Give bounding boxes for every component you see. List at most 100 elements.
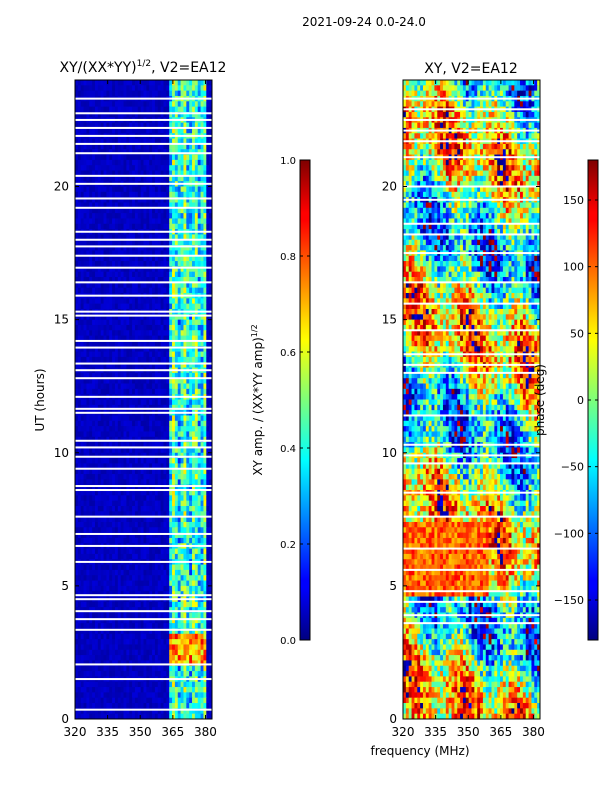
heat-cell (132, 298, 136, 305)
heat-cell (197, 261, 202, 267)
heat-cell (183, 287, 187, 294)
heat-cell (120, 612, 125, 619)
heat-cell (146, 623, 150, 630)
heat-cell (172, 447, 176, 454)
heat-cell (192, 335, 196, 342)
heat-cell (80, 495, 85, 502)
heat-cell (97, 442, 102, 449)
heat-cell (206, 250, 210, 257)
heat-cell (132, 197, 136, 204)
heat-cell (89, 447, 93, 454)
heat-cell (106, 106, 110, 113)
heat-cell (123, 521, 127, 528)
heat-cell (152, 420, 156, 427)
heat-cell (77, 271, 82, 278)
heat-cell (103, 330, 107, 337)
heat-cell (94, 159, 99, 166)
heat-cell (83, 213, 88, 220)
heat-cell (200, 245, 205, 251)
heat-cell (183, 484, 187, 491)
heat-cell (183, 340, 187, 347)
heat-cell (137, 330, 142, 337)
heat-cell (114, 282, 119, 289)
heat-cell (177, 463, 182, 470)
heat-cell (172, 277, 176, 283)
heat-cell (129, 516, 133, 523)
heat-cell (174, 532, 179, 539)
heat-cell (200, 303, 205, 310)
heat-cell (92, 346, 96, 353)
heat-cell (197, 458, 202, 464)
heat-cell (203, 149, 207, 156)
heat-cell (157, 234, 162, 241)
heat-cell (146, 564, 150, 571)
heat-cell (209, 197, 212, 204)
heat-cell (140, 521, 145, 528)
heat-cell (103, 378, 107, 385)
heat-cell (149, 213, 153, 220)
heat-cell (143, 607, 147, 614)
heat-cell (189, 149, 193, 156)
heat-cell (94, 80, 99, 86)
heat-cell (157, 569, 162, 576)
heat-cell (106, 234, 110, 241)
heat-cell (103, 175, 107, 182)
heat-cell (192, 372, 196, 379)
heat-cell (180, 362, 185, 369)
heat-cell (197, 175, 202, 182)
heat-cell (172, 463, 176, 470)
heat-cell (100, 255, 105, 262)
heat-cell (134, 537, 139, 544)
heat-cell (75, 346, 79, 353)
heat-cell (189, 623, 193, 630)
heat-cell (200, 277, 205, 283)
heat-cell (97, 255, 102, 262)
heat-cell (114, 527, 119, 534)
heat-cell (92, 607, 96, 614)
heat-cell (160, 127, 165, 134)
heat-cell (94, 127, 99, 134)
heat-cell (183, 197, 187, 204)
heat-cell (75, 511, 79, 518)
heat-cell (80, 580, 85, 587)
heat-cell (123, 537, 127, 544)
heat-cell (83, 420, 88, 427)
heat-cell (112, 511, 116, 518)
heat-cell (109, 426, 113, 433)
heat-cell (203, 521, 207, 528)
heat-cell (189, 452, 193, 459)
heat-cell (163, 303, 167, 310)
heat-cell (166, 553, 170, 560)
heat-cell (200, 420, 205, 427)
heat-cell (200, 346, 205, 353)
heat-cell (103, 569, 107, 576)
heat-cell (146, 388, 150, 395)
heat-cell (77, 154, 82, 161)
heat-cell (106, 404, 110, 411)
heat-cell (106, 287, 110, 294)
heat-cell (160, 85, 165, 92)
heat-cell (114, 127, 119, 134)
heat-cell (103, 80, 107, 86)
heat-cell (186, 580, 190, 587)
heat-cell (80, 346, 85, 353)
heat-cell (94, 266, 99, 273)
heat-cell (120, 282, 125, 289)
heat-cell (120, 159, 125, 166)
heat-cell (120, 495, 125, 502)
heat-cell (126, 111, 130, 118)
heat-cell (154, 303, 159, 310)
heat-cell (149, 106, 153, 113)
heat-cell (160, 340, 165, 347)
heat-cell (203, 234, 207, 241)
heat-cell (106, 303, 110, 310)
heat-cell (86, 234, 90, 241)
heat-cell (123, 388, 127, 395)
heat-cell (172, 271, 176, 278)
heat-cell (134, 175, 139, 182)
heat-cell (169, 420, 173, 427)
heat-cell (106, 159, 110, 166)
heat-cell (183, 415, 187, 422)
heat-cell (160, 564, 165, 571)
heat-cell (134, 324, 139, 331)
